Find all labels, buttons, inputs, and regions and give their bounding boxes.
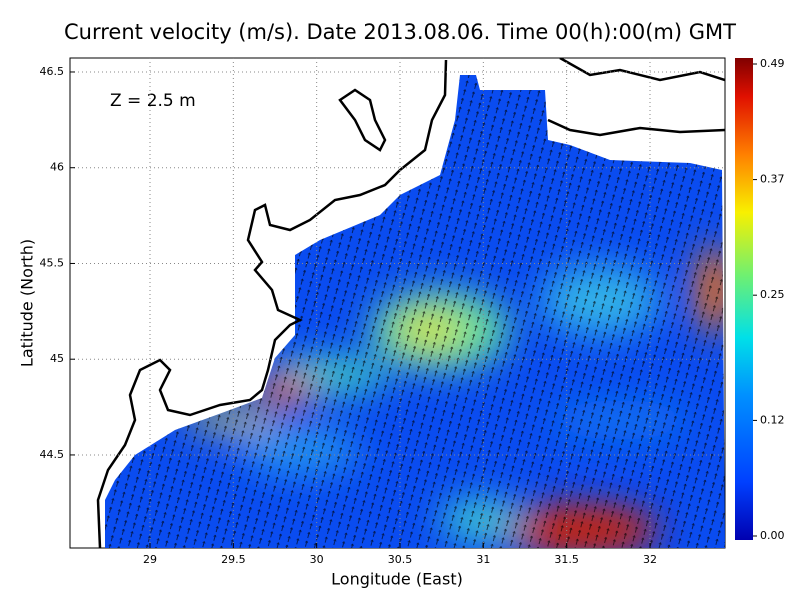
colorbar-label: 0.49 (760, 57, 785, 70)
y-tick-label: 46 (50, 161, 64, 174)
y-tick-label: 45.5 (40, 256, 65, 269)
x-tick-label: 29.5 (221, 553, 246, 566)
colorbar-label: 0.25 (760, 288, 785, 301)
y-tick-label: 44.5 (40, 448, 65, 461)
x-tick-label: 30 (310, 553, 324, 566)
x-tick-label: 29 (143, 553, 157, 566)
colorbar (735, 58, 753, 540)
chart-title: Current velocity (m/s). Date 2013.08.06.… (64, 20, 736, 44)
x-tick-label: 31 (476, 553, 490, 566)
colorbar-label: 0.37 (760, 173, 785, 186)
x-tick-label: 30.5 (388, 553, 413, 566)
colorbar-label: 0.12 (760, 413, 785, 426)
y-tick-label: 46.5 (40, 65, 65, 78)
coastline (96, 58, 725, 548)
x-tick-label: 31.5 (554, 553, 579, 566)
y-axis-label: Latitude (North) (18, 239, 37, 367)
x-axis-label: Longitude (East) (331, 570, 463, 589)
y-tick-label: 45 (50, 352, 64, 365)
annotation: Z = 2.5 m (110, 91, 196, 111)
x-tick-label: 32 (643, 553, 657, 566)
colorbar-label: 0.00 (760, 529, 785, 542)
